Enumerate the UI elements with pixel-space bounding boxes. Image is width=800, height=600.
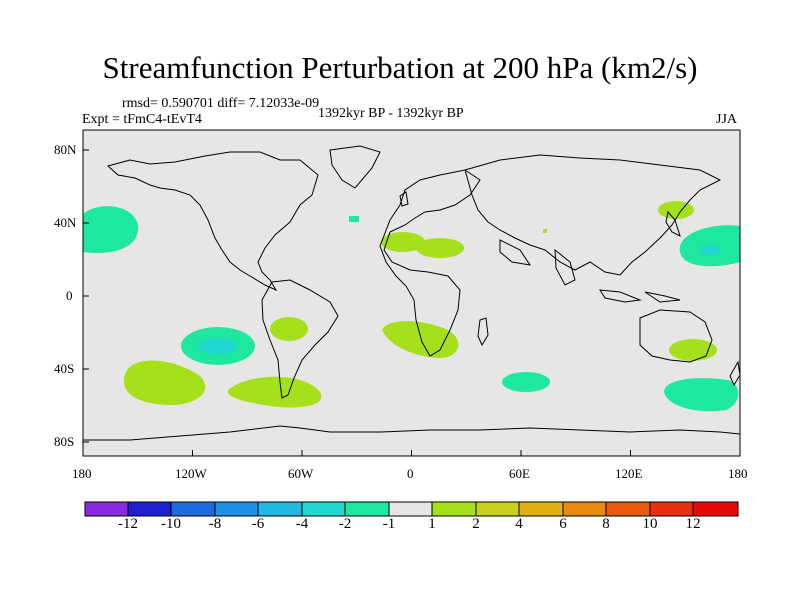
colorbar-label: -4 (295, 516, 309, 532)
plot-title: Streamfunction Perturbation at 200 hPa (… (102, 50, 698, 85)
colorbar-label: -2 (338, 516, 352, 532)
colorbar-swatch-6 (301, 501, 346, 517)
colorbar-label: 2 (472, 516, 480, 532)
colorbar-swatch-13 (605, 501, 651, 517)
coastlines (83, 145, 741, 441)
colorbar-label: -8 (208, 516, 222, 532)
lat-label-80n: 80N (54, 142, 77, 157)
lat-label-0: 0 (66, 288, 73, 303)
lon-label-180e: 180 (728, 466, 748, 481)
contour-pos-spacific (123, 360, 206, 406)
lon-label-0: 0 (407, 466, 414, 481)
lon-label-60w: 60W (288, 466, 314, 481)
season-text: JJA (716, 112, 738, 127)
contour-pos-nafrica-west (381, 232, 425, 252)
colorbar-swatch-7 (344, 501, 390, 517)
colorbar-label: 4 (515, 516, 523, 532)
colorbar-label: 6 (559, 516, 567, 532)
lat-label-40s: 40S (54, 361, 75, 376)
colorbar-swatch-15 (692, 501, 739, 517)
colorbar-swatch-8 (388, 501, 433, 517)
colorbar-swatch-1 (84, 501, 129, 517)
colorbar-label: -12 (118, 516, 138, 532)
colorbar-swatch-5 (257, 501, 303, 517)
contour-pos-nafrica-east (416, 238, 464, 258)
stats-text: rmsd= 0.590701 diff= 7.12033e-09 (122, 96, 320, 111)
contour-neg-npacific-west (83, 206, 139, 253)
map-background (83, 130, 740, 456)
colorbar-swatch-11 (518, 501, 564, 517)
contour-neg-tasman (664, 378, 739, 412)
colorbar-label: -6 (251, 516, 265, 532)
colorbar-label: -10 (161, 516, 181, 532)
experiment-text: Expt = tFmC4-tEvT4 (82, 112, 202, 127)
lat-label-80s: 80S (54, 434, 75, 449)
colorbar (84, 501, 739, 517)
contour-pos-satlantic (227, 376, 322, 408)
lon-label-120w: 120W (175, 466, 207, 481)
colorbar-label: -1 (382, 516, 396, 532)
lat-label-40n: 40N (54, 215, 77, 230)
contour-pos-samerica (270, 317, 308, 341)
colorbar-label: 1 (428, 516, 436, 532)
lon-label-120e: 120E (615, 466, 643, 481)
lon-label-180w: 180 (72, 466, 92, 481)
colorbar-swatch-9 (431, 501, 477, 517)
contour-pos-japan (658, 201, 694, 219)
lon-label-60e: 60E (509, 466, 530, 481)
colorbar-label: 8 (602, 516, 610, 532)
colorbar-swatch-10 (475, 501, 520, 517)
colorbar-swatch-2 (127, 501, 172, 517)
tick-marks (82, 149, 741, 456)
colorbar-swatch-12 (562, 501, 607, 517)
contour-neg-indian (502, 372, 550, 392)
period-text: 1392kyr BP - 1392kyr BP (318, 106, 464, 121)
colorbar-swatch-4 (214, 501, 259, 517)
colorbar-label: 12 (685, 516, 701, 532)
colorbar-label: 10 (642, 516, 658, 532)
contour-pos-australia (669, 339, 717, 361)
colorbar-swatch-3 (170, 501, 216, 517)
colorbar-swatch-14 (649, 501, 694, 517)
contour-neg-spacific-core (198, 338, 238, 354)
contour-pos-safrica (382, 321, 459, 358)
